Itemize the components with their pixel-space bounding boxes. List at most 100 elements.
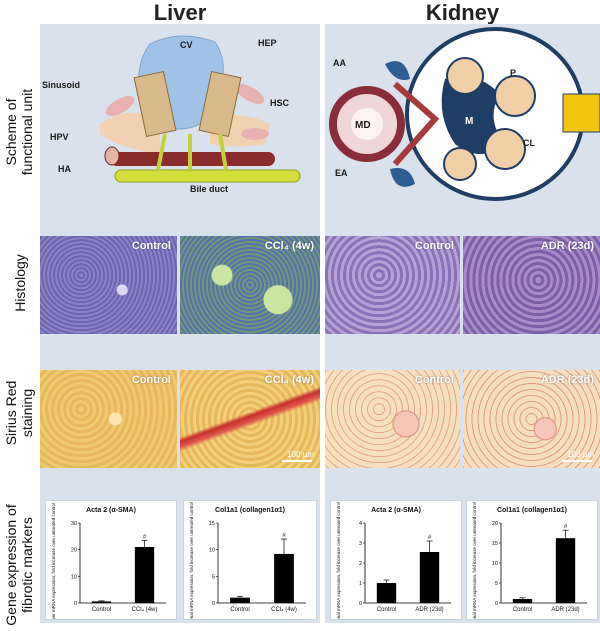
chart-ytick-label: 2 (359, 561, 362, 567)
liver-sinusoid-label: Sinusoid (42, 80, 80, 90)
kidney-p-label: P (510, 68, 516, 78)
kidney-sirius-control-label: Control (414, 374, 454, 386)
liver-hpv-label: HPV (50, 132, 69, 142)
row-label-sirius-line1: Sirius Red (3, 380, 19, 446)
liver-scheme: CV HEP Sinusoid HSC HPV HA Bile duct (42, 35, 301, 194)
chart-ytick-label: 10 (209, 548, 215, 554)
row-label-sirius: Sirius Red staining (3, 363, 37, 463)
liver-sirius-control-label: Control (131, 374, 171, 386)
kidney-histology-control-label: Control (414, 240, 454, 252)
chart-category-label: Control (92, 607, 111, 613)
kidney-aa-label: AA (333, 58, 346, 68)
chart-title: Acta 2 (α-SMA) (371, 507, 421, 514)
chart-bar (419, 552, 440, 603)
row-label-scheme: Scheme of functional unit (3, 72, 37, 192)
liver-sirius-control: Control (40, 370, 177, 468)
row-label-gene: Gene expression of fibrotic markers (3, 499, 37, 631)
row-label-sirius-line2: staining (19, 388, 35, 438)
kidney-histology-adr-label: ADR (23d) (540, 240, 594, 252)
chart-ytick-label: 0 (74, 601, 77, 607)
chart-category-label: ADR (23d) (551, 607, 579, 613)
kidney-histology-adr: ADR (23d) (463, 236, 600, 334)
chart-category-label: Control (230, 607, 249, 613)
chart-ytick-label: 20 (71, 548, 77, 554)
chart-ytick-label: 10 (71, 574, 77, 580)
chart-box-liver-acta2: Acta 2 (α-SMA) Liver mRNA expression, fol… (45, 500, 177, 623)
kidney-scheme: AA MD EA M P CL (329, 27, 600, 201)
chart-bar (512, 599, 533, 603)
chart-category-label: ADR (23d) (415, 607, 443, 613)
liver-cv-label: CV (180, 40, 193, 50)
kidney-sirius-adr: ADR (23d) 100 µm (463, 370, 600, 468)
chart-title: Col1a1 (collagen1α1) (215, 507, 285, 514)
chart-ytick-label: 5 (495, 581, 498, 587)
chart-category-label: CCl₄ (4w) (132, 607, 158, 613)
kidney-ea-label: EA (335, 168, 348, 178)
chart-ytick-label: 15 (492, 541, 498, 547)
row-label-gene-line1: Gene expression of (3, 504, 19, 626)
liver-sirius-ccl4: CCl₄ (4w) 100 µm (180, 370, 320, 468)
kidney-sirius-control: Control (325, 370, 460, 468)
chart-title: Col1a1 (collagen1α1) (497, 507, 567, 514)
chart-bar (376, 583, 397, 603)
liver-bile-duct-label: Bile duct (190, 184, 228, 194)
chart-liver-acta2: Acta 2 (α-SMA) Liver mRNA expression, fol… (51, 503, 166, 623)
chart-ytick-label: 1 (359, 581, 362, 587)
chart-ytick-label: 5 (212, 574, 215, 580)
chart-bar (555, 538, 576, 603)
chart-significance-mark: # (564, 524, 568, 530)
liver-sirius-ccl4-label: CCl₄ (4w) (264, 374, 314, 386)
row-label-histology-text: Histology (12, 254, 28, 312)
chart-ytick-label: 0 (495, 601, 498, 607)
chart-category-label: Control (513, 607, 532, 613)
row-label-histology: Histology (12, 233, 28, 333)
chart-liver-col1a1: Col1a1 (collagen1α1) Renal mRNA expressio… (189, 502, 306, 624)
chart-bar (230, 597, 250, 603)
liver-histology-ccl4-label: CCl₄ (4w) (264, 240, 314, 252)
chart-ytick-label: 0 (359, 601, 362, 607)
chart-ytick-label: 15 (209, 521, 215, 527)
chart-category-label: CCl₄ (4w) (271, 607, 297, 613)
chart-box-kidney-acta2: Acta 2 (α-SMA) Renal mRNA expression, fol… (330, 500, 462, 624)
chart-ytick-label: 10 (492, 561, 498, 567)
chart-significance-mark: # (143, 534, 147, 540)
kidney-histology-control: Control (325, 236, 460, 334)
chart-kidney-acta2: Acta 2 (α-SMA) Renal mRNA expression, fol… (336, 502, 451, 624)
liver-histology-control-label: Control (131, 240, 171, 252)
kidney-sirius-scale-bar (562, 460, 592, 462)
kidney-m-label: M (465, 116, 473, 127)
chart-ylabel: Liver mRNA expression, fold increase ove… (51, 503, 56, 619)
chart-title: Acta 2 (α-SMA) (86, 507, 136, 514)
liver-sirius-scale-bar (282, 460, 312, 462)
chart-ytick-label: 30 (71, 521, 77, 527)
liver-histology-ccl4: CCl₄ (4w) (180, 236, 320, 334)
chart-significance-mark: # (428, 535, 432, 541)
chart-significance-mark: # (282, 533, 286, 539)
chart-bar (134, 547, 155, 603)
liver-ha-label: HA (58, 164, 71, 174)
chart-ylabel: Renal mRNA expression, fold increase ove… (472, 502, 477, 619)
kidney-sirius-adr-label: ADR (23d) (540, 374, 594, 386)
chart-kidney-col1a1: Col1a1 (collagen1α1) Renal mRNA expressio… (472, 502, 587, 624)
chart-ytick-label: 0 (212, 601, 215, 607)
kidney-sirius-scale-text: 100 µm (567, 450, 594, 459)
chart-ylabel: Renal mRNA expression, fold increase ove… (189, 502, 194, 619)
chart-ylabel: Renal mRNA expression, fold increase ove… (336, 502, 341, 619)
row-label-gene-line2: fibrotic markers (19, 517, 35, 613)
chart-ytick-label: 4 (359, 521, 362, 527)
row-label-scheme-line2: functional unit (19, 88, 35, 176)
chart-box-kidney-col1a1: Col1a1 (collagen1α1) Renal mRNA expressio… (466, 500, 598, 624)
chart-ytick-label: 20 (492, 521, 498, 527)
chart-ytick-label: 3 (359, 541, 362, 547)
kidney-cl-label: CL (523, 138, 535, 148)
liver-sirius-scale-text: 100 µm (287, 450, 314, 459)
kidney-title: Kidney (425, 0, 500, 25)
liver-hep-label: HEP (258, 38, 277, 48)
row-label-scheme-line1: Scheme of (3, 98, 19, 166)
chart-bar (274, 553, 294, 603)
chart-box-liver-col1a1: Col1a1 (collagen1α1) Renal mRNA expressio… (183, 500, 317, 624)
kidney-md-label: MD (355, 120, 371, 131)
liver-hsc-label: HSC (270, 98, 290, 108)
chart-category-label: Control (377, 607, 396, 613)
chart-bar (91, 601, 112, 603)
